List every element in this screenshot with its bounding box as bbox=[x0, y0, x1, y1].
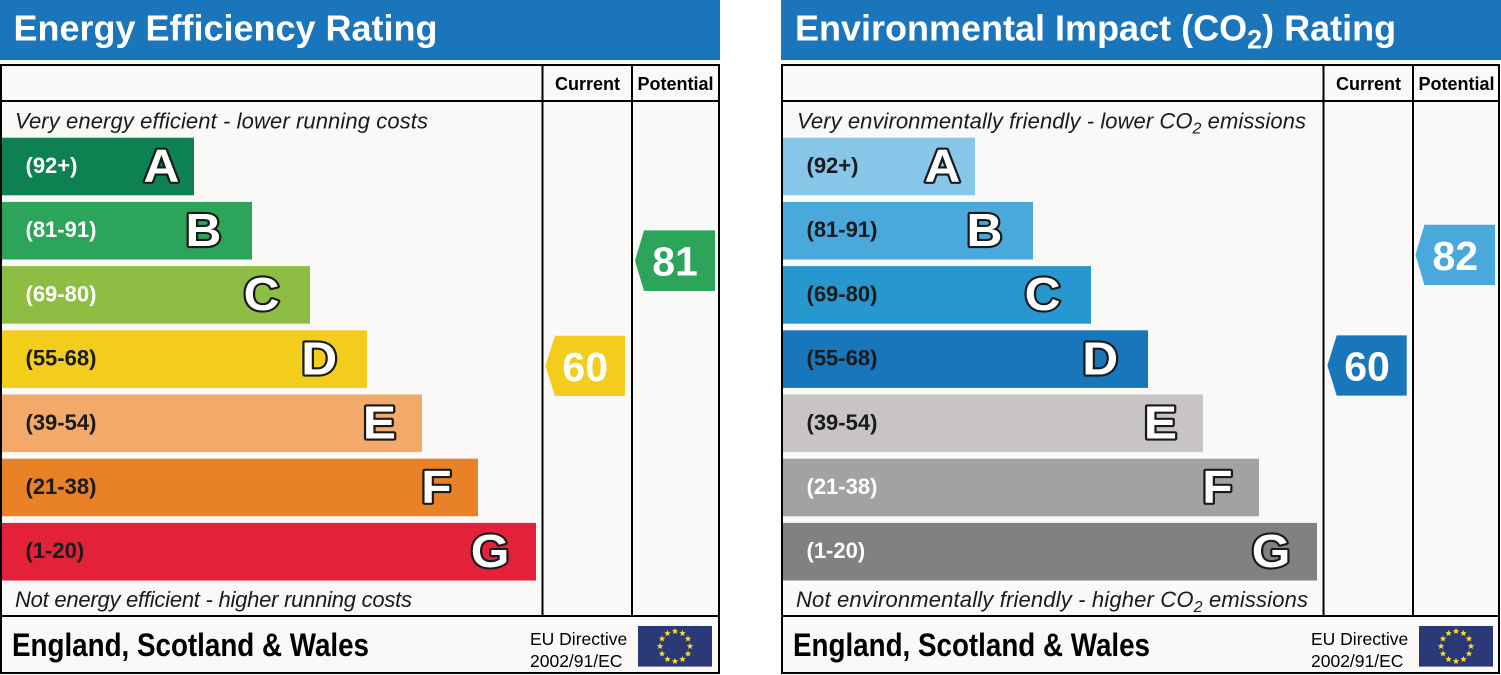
svg-text:B: B bbox=[966, 206, 1002, 257]
svg-text:(69-80): (69-80) bbox=[26, 281, 97, 306]
svg-text:D: D bbox=[301, 334, 337, 385]
svg-text:Very energy efficient - lower: Very energy efficient - lower running co… bbox=[15, 108, 428, 133]
svg-text:(39-54): (39-54) bbox=[807, 410, 878, 435]
svg-text:A: A bbox=[143, 141, 179, 192]
svg-text:Environmental Impact (CO2) Rat: Environmental Impact (CO2) Rating bbox=[795, 8, 1396, 55]
svg-text:England, Scotland & Wales: England, Scotland & Wales bbox=[12, 627, 369, 663]
svg-text:Not environmentally friendly -: Not environmentally friendly - higher CO… bbox=[796, 587, 1308, 616]
svg-text:Not energy efficient - higher: Not energy efficient - higher running co… bbox=[15, 587, 412, 612]
svg-text:D: D bbox=[1082, 334, 1118, 385]
svg-text:60: 60 bbox=[562, 344, 608, 390]
svg-text:G: G bbox=[1252, 527, 1291, 578]
svg-text:(55-68): (55-68) bbox=[807, 346, 878, 371]
svg-text:England, Scotland & Wales: England, Scotland & Wales bbox=[793, 627, 1150, 663]
svg-text:(1-20): (1-20) bbox=[807, 538, 866, 563]
svg-text:E: E bbox=[363, 398, 396, 449]
svg-text:(81-91): (81-91) bbox=[807, 217, 878, 242]
svg-text:81: 81 bbox=[652, 239, 698, 285]
svg-text:(69-80): (69-80) bbox=[807, 281, 878, 306]
svg-text:(21-38): (21-38) bbox=[807, 474, 878, 499]
svg-text:Very environmentally friendly: Very environmentally friendly - lower CO… bbox=[797, 108, 1306, 137]
svg-text:Potential: Potential bbox=[637, 74, 713, 94]
svg-text:60: 60 bbox=[1344, 344, 1390, 390]
svg-text:C: C bbox=[1025, 270, 1061, 321]
svg-text:82: 82 bbox=[1432, 233, 1478, 279]
svg-text:C: C bbox=[244, 270, 280, 321]
svg-text:G: G bbox=[471, 527, 510, 578]
svg-text:2002/91/EC: 2002/91/EC bbox=[1311, 651, 1403, 671]
svg-text:(81-91): (81-91) bbox=[26, 217, 97, 242]
svg-text:(39-54): (39-54) bbox=[26, 410, 97, 435]
svg-text:(92+): (92+) bbox=[26, 153, 78, 178]
svg-text:E: E bbox=[1144, 398, 1177, 449]
svg-text:EU Directive: EU Directive bbox=[1311, 629, 1408, 649]
svg-text:2002/91/EC: 2002/91/EC bbox=[530, 651, 622, 671]
svg-text:Current: Current bbox=[1336, 74, 1401, 94]
svg-text:Current: Current bbox=[555, 74, 620, 94]
svg-text:A: A bbox=[924, 141, 960, 192]
svg-text:(1-20): (1-20) bbox=[26, 538, 85, 563]
svg-text:Potential: Potential bbox=[1418, 74, 1494, 94]
svg-text:(21-38): (21-38) bbox=[26, 474, 97, 499]
svg-text:B: B bbox=[185, 206, 221, 257]
svg-text:Energy Efficiency Rating: Energy Efficiency Rating bbox=[14, 8, 438, 49]
svg-text:EU Directive: EU Directive bbox=[530, 629, 627, 649]
svg-text:(92+): (92+) bbox=[807, 153, 859, 178]
svg-text:F: F bbox=[1202, 462, 1232, 513]
svg-text:F: F bbox=[421, 462, 451, 513]
svg-text:(55-68): (55-68) bbox=[26, 346, 97, 371]
